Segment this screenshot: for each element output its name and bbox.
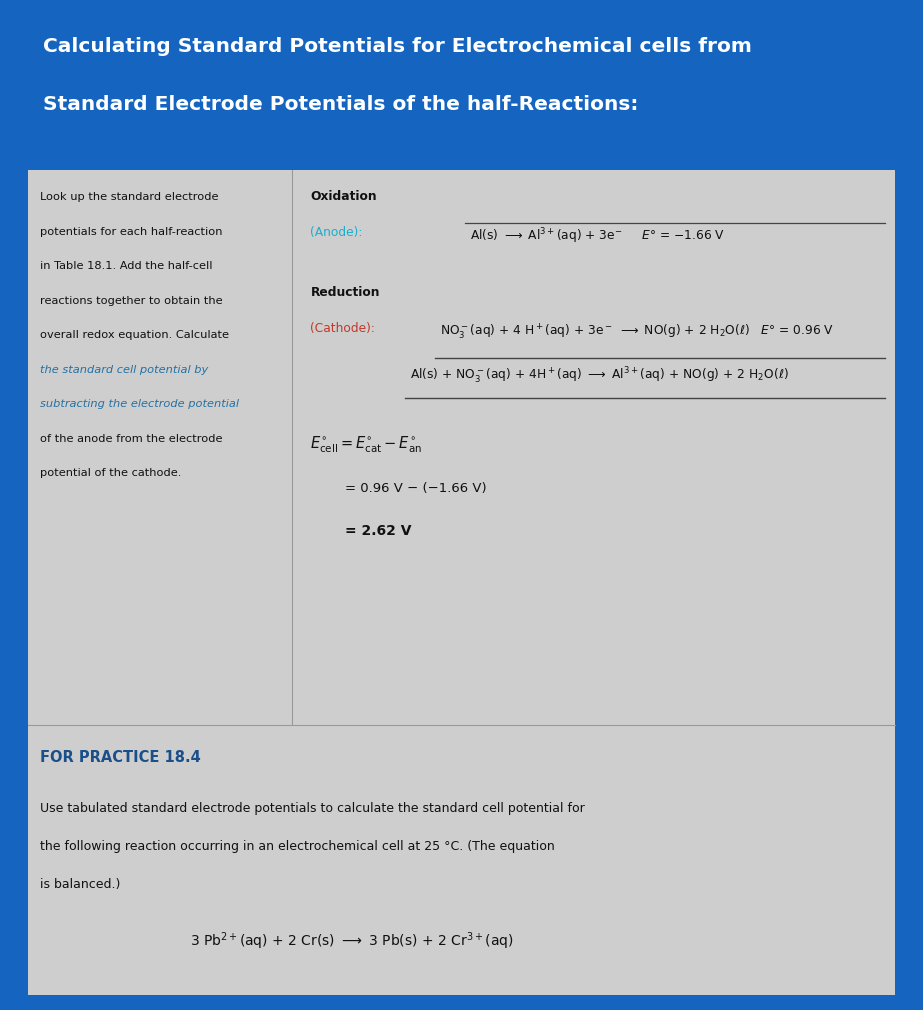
Text: potential of the cathode.: potential of the cathode. xyxy=(40,468,182,478)
Text: Al(s) + NO$_3^-$(aq) + 4H$^+$(aq) $\longrightarrow$ Al$^{3+}$(aq) + NO(g) + 2 H$: Al(s) + NO$_3^-$(aq) + 4H$^+$(aq) $\long… xyxy=(411,366,789,386)
Text: subtracting the electrode potential: subtracting the electrode potential xyxy=(40,399,239,409)
Text: $E^{\circ}_{\mathrm{cell}} = E^{\circ}_{\mathrm{cat}} - E^{\circ}_{\mathrm{an}}$: $E^{\circ}_{\mathrm{cell}} = E^{\circ}_{… xyxy=(310,434,423,454)
Text: potentials for each half-reaction: potentials for each half-reaction xyxy=(40,226,222,236)
Text: = 2.62 V: = 2.62 V xyxy=(345,524,412,538)
Text: (Anode):: (Anode): xyxy=(310,226,363,239)
Text: reactions together to obtain the: reactions together to obtain the xyxy=(40,296,222,305)
Text: of the anode from the electrode: of the anode from the electrode xyxy=(40,433,222,443)
Text: = 0.96 V − (−1.66 V): = 0.96 V − (−1.66 V) xyxy=(345,482,487,495)
Text: the following reaction occurring in an electrochemical cell at 25 °C. (The equat: the following reaction occurring in an e… xyxy=(40,840,555,853)
Text: 3 Pb$^{2+}$(aq) + 2 Cr(s) $\longrightarrow$ 3 Pb(s) + 2 Cr$^{3+}$(aq): 3 Pb$^{2+}$(aq) + 2 Cr(s) $\longrightarr… xyxy=(190,930,513,951)
Text: in Table 18.1. Add the half-cell: in Table 18.1. Add the half-cell xyxy=(40,261,212,271)
Text: Use tabulated standard electrode potentials to calculate the standard cell poten: Use tabulated standard electrode potenti… xyxy=(40,802,585,815)
Text: Reduction: Reduction xyxy=(310,286,380,299)
Text: Calculating Standard Potentials for Electrochemical cells from: Calculating Standard Potentials for Elec… xyxy=(43,37,752,56)
Text: the standard cell potential by: the standard cell potential by xyxy=(40,365,209,375)
Text: Oxidation: Oxidation xyxy=(310,190,378,203)
Text: NO$_3^-$(aq) + 4 H$^+$(aq) + 3e$^-$ $\longrightarrow$ NO(g) + 2 H$_2$O($\ell$)  : NO$_3^-$(aq) + 4 H$^+$(aq) + 3e$^-$ $\lo… xyxy=(440,322,834,340)
Text: overall redox equation. Calculate: overall redox equation. Calculate xyxy=(40,330,229,340)
Text: Al(s) $\longrightarrow$ Al$^{3+}$(aq) + 3e$^{-}$     $E°$ = $-$1.66 V: Al(s) $\longrightarrow$ Al$^{3+}$(aq) + … xyxy=(471,226,725,245)
FancyBboxPatch shape xyxy=(28,170,895,995)
Text: FOR PRACTICE 18.4: FOR PRACTICE 18.4 xyxy=(40,750,200,765)
Text: is balanced.): is balanced.) xyxy=(40,878,120,891)
Text: Standard Electrode Potentials of the half-Reactions:: Standard Electrode Potentials of the hal… xyxy=(43,95,639,114)
Text: (Cathode):: (Cathode): xyxy=(310,322,376,335)
Text: Look up the standard electrode: Look up the standard electrode xyxy=(40,192,219,202)
FancyBboxPatch shape xyxy=(28,15,895,170)
